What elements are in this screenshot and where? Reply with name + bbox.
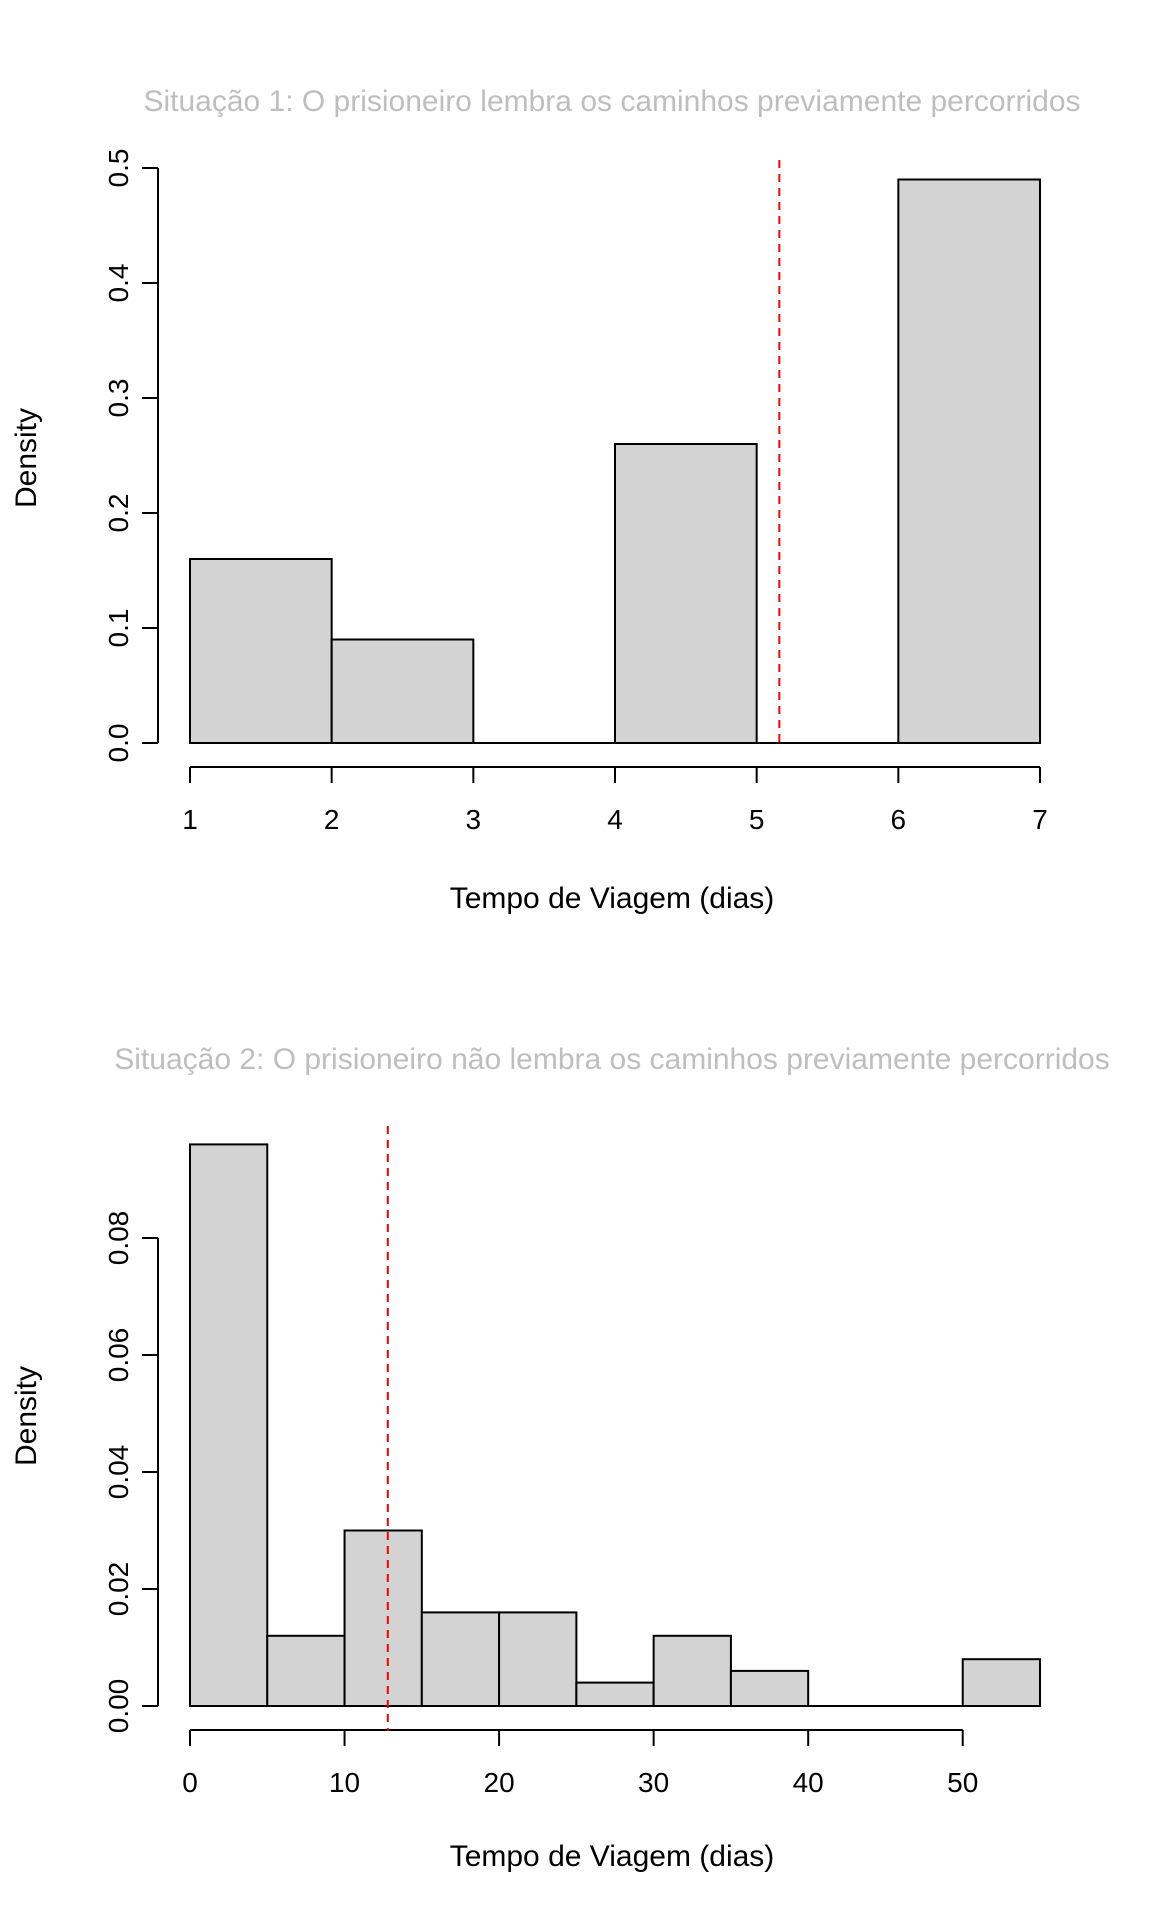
- chart-title: Situação 2: O prisioneiro não lembra os …: [114, 1043, 1110, 1076]
- histogram-bar: [189, 558, 333, 744]
- histogram-panel-2: Situação 2: O prisioneiro não lembra os …: [10, 1043, 1110, 1873]
- histogram-bars: [189, 1143, 1042, 1708]
- x-tick-label: 20: [484, 1767, 515, 1798]
- histogram-bar: [729, 1669, 810, 1708]
- histogram-bars: [189, 178, 1041, 744]
- histogram-panel-1: Situação 1: O prisioneiro lembra os cami…: [10, 85, 1081, 915]
- x-tick-label: 7: [1032, 804, 1048, 835]
- y-tick-label: 0.08: [103, 1211, 134, 1266]
- x-tick-label: 40: [793, 1767, 824, 1798]
- y-tick-label: 0.5: [103, 149, 134, 188]
- x-axis: 1 2 3 4 5 6 7: [182, 766, 1048, 835]
- histogram-bar: [652, 1634, 732, 1708]
- x-tick-label: 30: [638, 1767, 669, 1798]
- histogram-bar: [498, 1611, 578, 1708]
- histogram-bar: [575, 1681, 655, 1707]
- x-tick-label: 50: [947, 1767, 978, 1798]
- histogram-bar: [420, 1611, 501, 1708]
- y-tick-label: 0.06: [103, 1328, 134, 1383]
- x-axis-label: Tempo de Viagem (dias): [450, 882, 775, 915]
- x-tick-label: 4: [607, 804, 623, 835]
- x-axis: 0 10 20 30 40 50: [182, 1729, 978, 1798]
- x-tick-label: 1: [182, 804, 198, 835]
- histogram-bar: [266, 1634, 346, 1708]
- x-tick-label: 3: [466, 804, 482, 835]
- x-axis-label: Tempo de Viagem (dias): [450, 1840, 775, 1873]
- histogram-bar: [614, 443, 758, 744]
- x-tick-label: 5: [749, 804, 765, 835]
- histogram-bar: [897, 178, 1041, 744]
- y-tick-label: 0.1: [103, 609, 134, 648]
- chart-title: Situação 1: O prisioneiro lembra os cami…: [143, 85, 1080, 118]
- y-axis-label: Density: [10, 408, 43, 508]
- histogram-bar: [189, 1143, 269, 1707]
- y-axis: 0.0 0.1 0.2 0.3 0.4 0.5: [103, 149, 159, 763]
- y-tick-label: 0.0: [103, 724, 134, 763]
- y-tick-label: 0.02: [103, 1562, 134, 1617]
- x-tick-label: 10: [329, 1767, 360, 1798]
- y-tick-label: 0.2: [103, 494, 134, 533]
- y-axis-label: Density: [10, 1366, 43, 1466]
- x-tick-label: 6: [891, 804, 907, 835]
- y-tick-label: 0.3: [103, 379, 134, 418]
- y-axis: 0.00 0.02 0.04 0.06 0.08: [103, 1211, 159, 1734]
- x-tick-label: 2: [324, 804, 340, 835]
- x-tick-label: 0: [182, 1767, 198, 1798]
- histogram-bar: [330, 638, 475, 744]
- y-tick-label: 0.04: [103, 1445, 134, 1500]
- histogram-bar: [343, 1529, 423, 1707]
- y-tick-label: 0.00: [103, 1679, 134, 1734]
- y-tick-label: 0.4: [103, 264, 134, 303]
- histogram-bar: [961, 1658, 1042, 1707]
